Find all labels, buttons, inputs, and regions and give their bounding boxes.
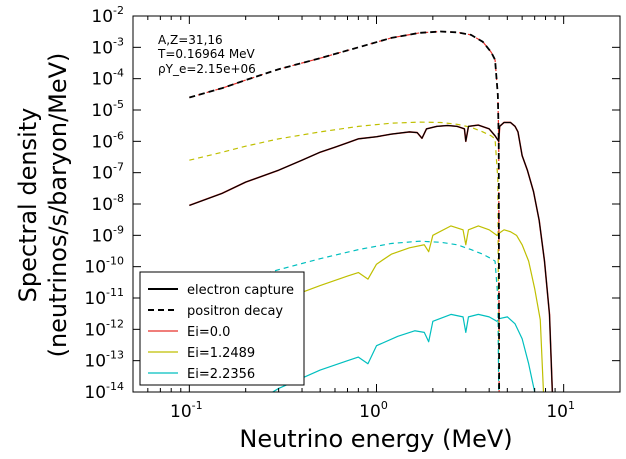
tick-labels: 10-1 100 101 10-2 10-3 10-4 10-5 10-6 10-7 10-8 10… [84, 4, 575, 422]
y-tick-label: 10-10 [84, 255, 124, 278]
legend-label-4: Ei=1.2489 [187, 346, 255, 361]
series-line-2-capture [189, 225, 545, 392]
legend: electron capture positron decay Ei=0.0 Ei=1… [139, 271, 305, 386]
y-tick-label: 10-11 [84, 286, 124, 309]
series-line-8-total [189, 121, 553, 392]
series-line-3-capture [271, 313, 536, 392]
y-axis-label-line2: (neutrinos/s/baryon/MeV) [44, 53, 72, 358]
x-axis-label: Neutrino energy (MeV) [239, 425, 512, 453]
legend-label-3: Ei=0.0 [187, 325, 230, 340]
x-tick-label: 101 [546, 399, 575, 422]
y-tick-label: 10-6 [91, 129, 124, 152]
axis-ticks [132, 15, 621, 393]
y-tick-label: 10-7 [91, 161, 124, 184]
y-tick-label: 10-14 [84, 380, 124, 403]
y-tick-label: 10-4 [91, 67, 124, 90]
y-tick-label: 10-9 [91, 223, 124, 246]
annotation-temperature: T=0.16964 MeV [157, 47, 256, 61]
annotation-density: ρY_e=2.15e+06 [158, 62, 256, 76]
series-line-5-decay [189, 121, 500, 392]
annotation-block: A,Z=31,16 T=0.16964 MeV ρY_e=2.15e+06 [157, 33, 256, 76]
y-tick-label: 10-3 [91, 35, 124, 58]
y-axis-label-line1: Spectral density [14, 108, 42, 303]
y-tick-label: 10-8 [91, 192, 124, 215]
series-line-7-total [189, 30, 501, 392]
y-tick-label: 10-13 [84, 349, 124, 372]
y-axis-label: Spectral density (neutrinos/s/baryon/MeV… [14, 53, 72, 358]
x-tick-label: 100 [359, 399, 388, 422]
y-tick-label: 10-2 [91, 4, 124, 27]
y-tick-label: 10-12 [84, 317, 124, 340]
annotation-az: A,Z=31,16 [158, 33, 223, 47]
legend-box [139, 271, 305, 386]
x-tick-label: 10-1 [170, 399, 203, 422]
y-tick-label: 10-5 [91, 98, 124, 121]
legend-label-1: electron capture [187, 283, 294, 298]
legend-label-5: Ei=2.2356 [187, 367, 255, 382]
legend-label-2: positron decay [187, 304, 283, 319]
